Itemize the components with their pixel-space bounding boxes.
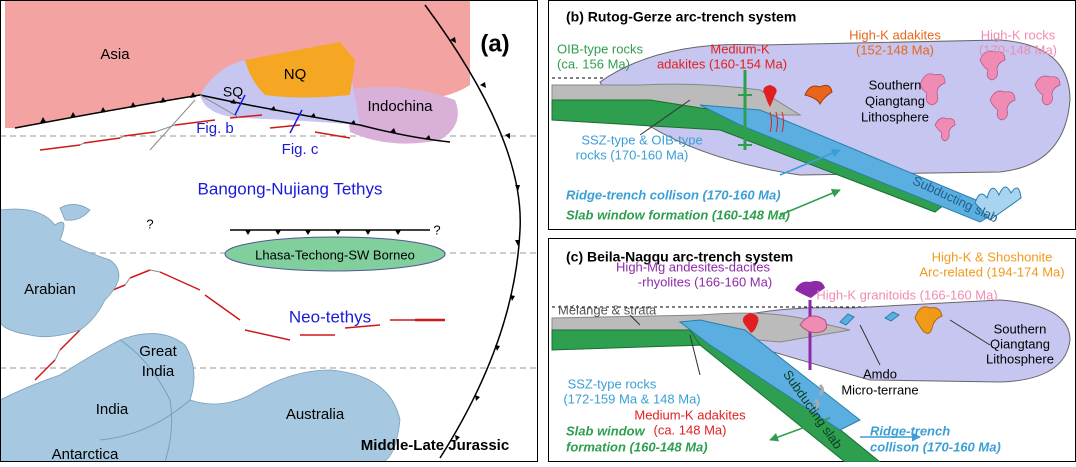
unit-label: Amdo (863, 366, 897, 381)
region-label: India (142, 363, 175, 380)
region-label: Asia (100, 46, 130, 63)
rock-label: High-K rocks (981, 27, 1056, 42)
region-label: Indochina (367, 98, 433, 115)
ocean-label: Bangong-Nujiang Tethys (198, 179, 383, 198)
region-label: Australia (286, 406, 345, 423)
panel-a (0, 0, 538, 462)
region-label: Great (139, 343, 177, 360)
rock-label: (172-159 Ma & 148 Ma) (563, 391, 700, 406)
unit-label: Southern (869, 77, 922, 92)
rock-label: (ca. 156 Ma) (557, 56, 630, 71)
unit-label: Lithosphere (986, 351, 1054, 366)
unit-label: Qiangtang (865, 93, 925, 108)
rock-label: Arc-related (194-174 Ma) (919, 264, 1064, 279)
process-label: collison (170-160 Ma) (870, 439, 1001, 454)
region-label: SQ (223, 84, 243, 100)
unknown-mark: ? (433, 222, 440, 237)
rock-label: High-K & Shoshonite (932, 249, 1053, 264)
process-label: Slab window (566, 423, 646, 438)
rock-label: Medium-K adakites (634, 407, 746, 422)
rock-label: -rhyolites (166-160 Ma) (638, 274, 772, 289)
figure-ref: Fig. b (196, 120, 234, 137)
panel-label: (a) (480, 30, 509, 57)
rock-label: Medium-K (710, 41, 770, 56)
unknown-mark: ? (146, 216, 153, 231)
unit-label: Southern (994, 321, 1047, 336)
rock-label: High-Mg andesites-dacites (616, 259, 770, 274)
rock-label: SSZ-type rocks (568, 376, 657, 391)
rock-label: adakites (160-154 Ma) (657, 56, 787, 71)
region-label: India (96, 401, 129, 418)
unit-label: Mélange & strata (558, 302, 657, 317)
rock-label: SSZ-type & OIB-type (581, 132, 702, 147)
process-label: Ridge-trench collison (170-160 Ma) (566, 187, 781, 202)
process-label: formation (160-148 Ma) (566, 439, 708, 454)
rock-label: rocks (170-160 Ma) (576, 147, 689, 162)
figure: (a) Asia SQ NQ Indochina Fig. b Fig. c B… (0, 0, 1076, 462)
figure-ref: Fig. c (282, 141, 319, 158)
rock-label: High-K granitoids (166-160 Ma) (816, 287, 997, 302)
ocean-label: Neo-tethys (289, 307, 371, 326)
age-label: Middle-Late Jurassic (361, 437, 509, 454)
region-label: Arabian (24, 281, 76, 298)
rock-label: High-K adakites (849, 27, 941, 42)
rock-label: (170-148 Ma) (979, 42, 1057, 57)
rock-label: (152-148 Ma) (856, 42, 934, 57)
process-label: Ridge-trench (870, 423, 950, 438)
region-label: Lhasa-Techong-SW Borneo (255, 247, 415, 262)
panel-title: (b) Rutog-Gerze arc-trench system (566, 9, 796, 25)
rock-label: OIB-type rocks (557, 41, 643, 56)
region-label: NQ (284, 66, 307, 83)
process-label: Slab window formation (160-148 Ma) (566, 207, 790, 222)
unit-label: Micro-terrane (841, 382, 918, 397)
region-label: Antarctica (52, 446, 119, 462)
unit-label: Lithosphere (861, 109, 929, 124)
unit-label: Qiangtang (990, 336, 1050, 351)
rock-label: (ca. 148 Ma) (654, 422, 727, 437)
